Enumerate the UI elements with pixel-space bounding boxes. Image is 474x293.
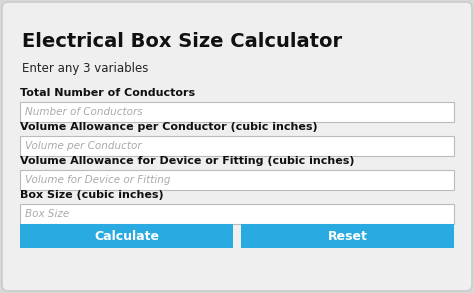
Text: Reset: Reset (328, 229, 367, 243)
Text: Total Number of Conductors: Total Number of Conductors (20, 88, 195, 98)
Text: Calculate: Calculate (94, 229, 159, 243)
Text: Volume for Device or Fitting: Volume for Device or Fitting (25, 175, 171, 185)
Bar (20, 170, 454, 190)
Text: Volume Allowance per Conductor (cubic inches): Volume Allowance per Conductor (cubic in… (20, 122, 318, 132)
Text: Volume per Conductor: Volume per Conductor (25, 141, 142, 151)
Bar (20, 224, 233, 248)
Text: Number of Conductors: Number of Conductors (25, 107, 143, 117)
Bar (20, 204, 454, 224)
Bar (20, 102, 454, 122)
Bar (20, 136, 454, 156)
Text: Box Size (cubic inches): Box Size (cubic inches) (20, 190, 164, 200)
Text: Electrical Box Size Calculator: Electrical Box Size Calculator (22, 32, 342, 51)
FancyBboxPatch shape (2, 2, 472, 291)
Bar (241, 224, 454, 248)
Text: Box Size: Box Size (25, 209, 69, 219)
Text: Enter any 3 variables: Enter any 3 variables (22, 62, 148, 75)
Text: Volume Allowance for Device or Fitting (cubic inches): Volume Allowance for Device or Fitting (… (20, 156, 355, 166)
